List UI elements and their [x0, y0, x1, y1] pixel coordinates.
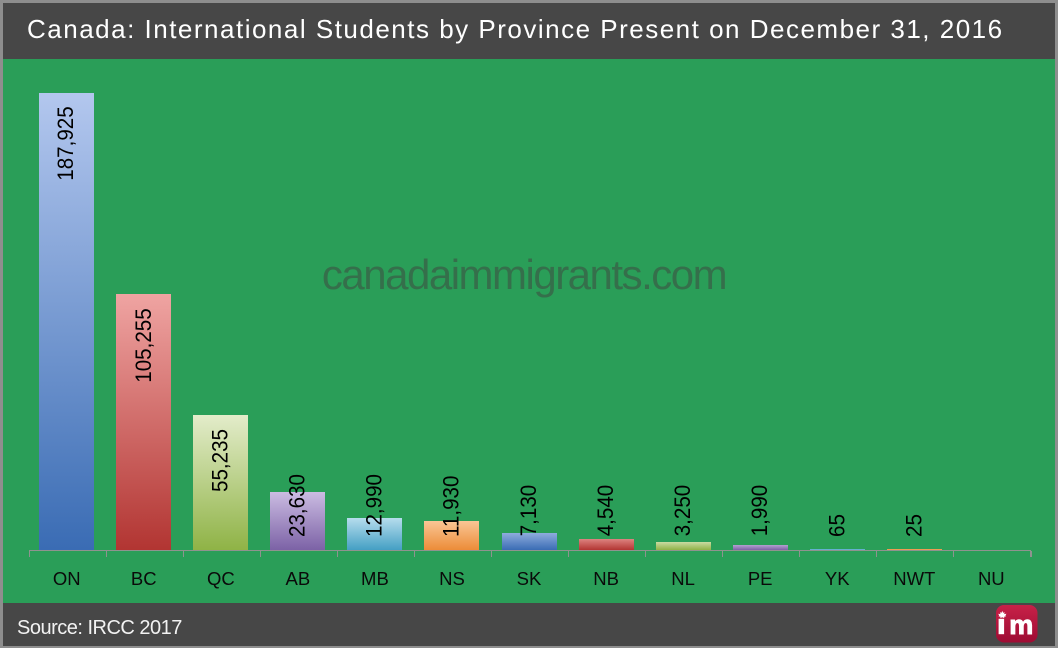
svg-text:m: m	[1009, 610, 1033, 640]
